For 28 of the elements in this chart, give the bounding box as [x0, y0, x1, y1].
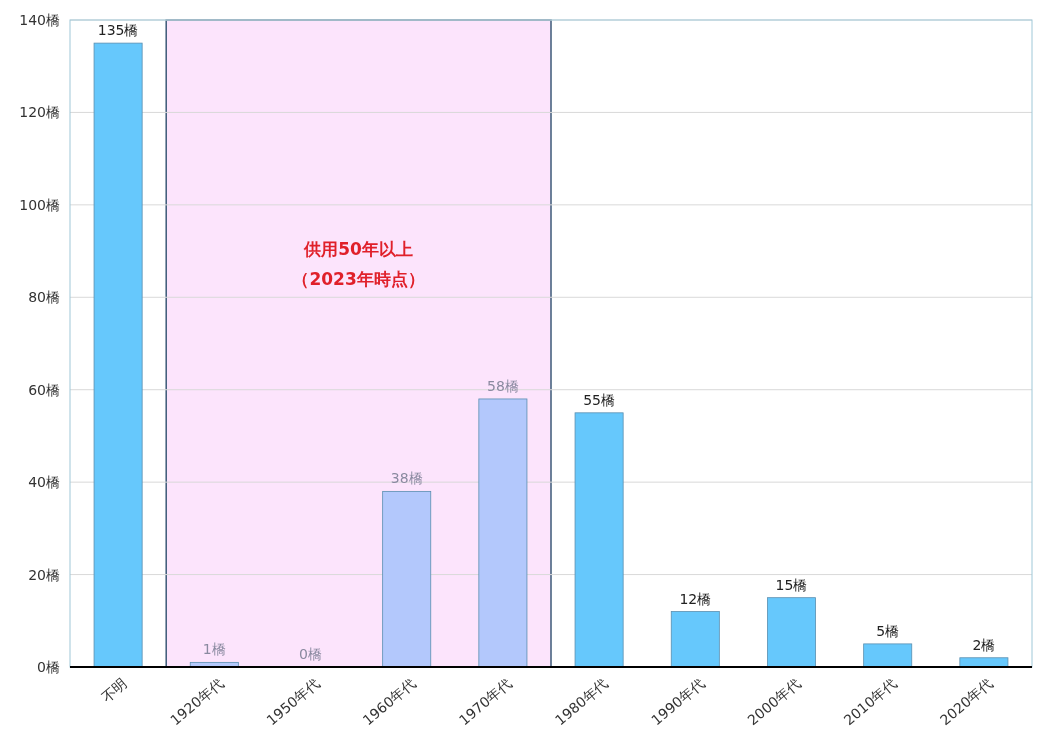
bar: [767, 597, 816, 668]
data-label: 1橋: [202, 641, 226, 658]
bar: [382, 490, 432, 668]
data-label: 55橋: [583, 391, 616, 408]
data-label: 0橋: [299, 646, 322, 662]
y-tick-label: 0橋: [37, 659, 60, 675]
bar: [863, 643, 913, 668]
y-tick-label: 120橋: [19, 104, 60, 121]
data-label: 12橋: [679, 590, 712, 607]
y-tick-label: 80橋: [28, 289, 60, 306]
x-tick-label: 不明: [98, 675, 131, 706]
data-label: 135橋: [97, 22, 139, 39]
data-label: 58橋: [486, 377, 519, 394]
y-tick-label: 100橋: [19, 196, 60, 213]
data-label: 38橋: [390, 470, 423, 487]
data-label: 2橋: [972, 636, 996, 653]
band-label: 供用50年以上（2023年時点）: [292, 238, 425, 289]
y-tick-label: 40橋: [28, 474, 60, 491]
bar: [670, 611, 720, 668]
y-tick-label: 20橋: [28, 566, 60, 583]
bar: [959, 657, 1009, 668]
bar: [574, 412, 624, 668]
bar: [478, 398, 528, 668]
data-label: 15橋: [775, 576, 808, 593]
y-tick-label: 140橋: [19, 12, 60, 28]
data-label: 5橋: [876, 622, 900, 639]
y-tick-label: 60橋: [28, 381, 60, 398]
bar: [93, 42, 143, 668]
